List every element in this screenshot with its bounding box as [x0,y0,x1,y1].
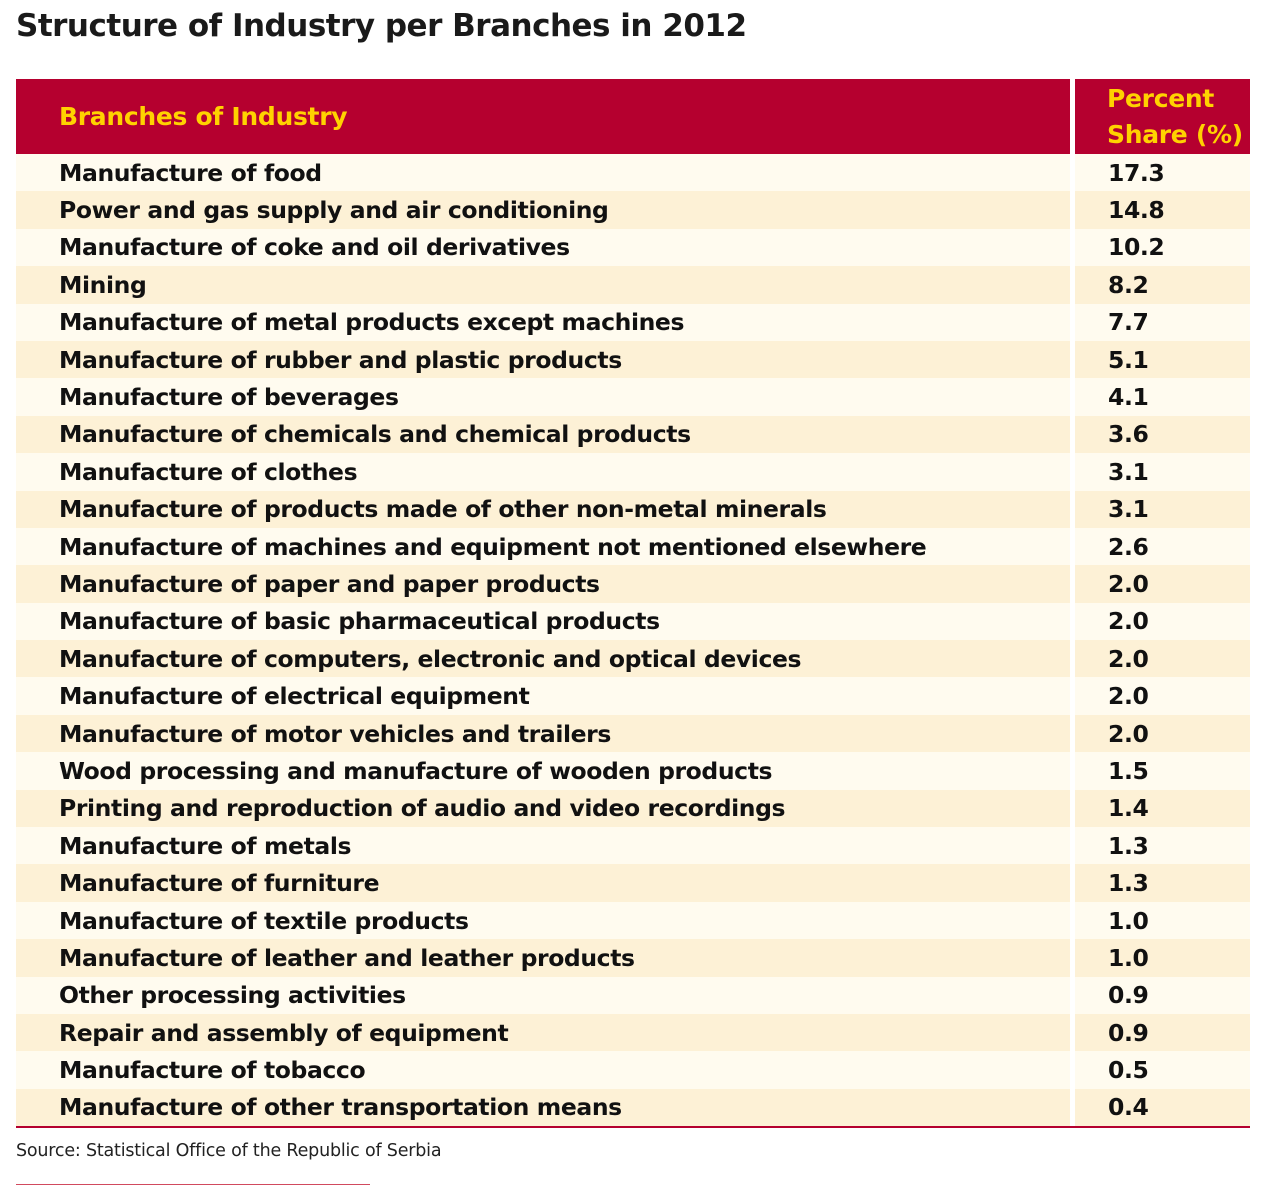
table-row: Manufacture of metals 1.3 [16,827,1250,865]
footnote-divider [16,1184,370,1185]
share-cell: 17.3 [1075,154,1250,192]
branch-cell: Other processing activities [16,976,1070,1014]
branch-cell: Manufacture of coke and oil derivatives [16,228,1070,267]
table-row: Manufacture of metal products except mac… [16,303,1250,341]
table-row: Manufacture of food 17.3 [16,154,1250,192]
table-row: Manufacture of basic pharmaceutical prod… [16,602,1250,641]
share-cell: 4.1 [1075,378,1250,416]
table-row: Power and gas supply and air conditionin… [16,191,1250,229]
table-row: Manufacture of other transportation mean… [16,1088,1250,1127]
branch-cell: Manufacture of food [16,154,1070,192]
share-cell: 1.5 [1075,752,1250,790]
share-cell: 8.2 [1075,266,1250,304]
branch-cell: Manufacture of computers, electronic and… [16,640,1070,678]
branch-cell: Manufacture of machines and equipment no… [16,527,1070,566]
branch-cell: Manufacture of leather and leather produ… [16,939,1070,977]
header-share-line2: Share (%) [1107,120,1243,149]
share-cell: 3.1 [1075,453,1250,491]
branch-cell: Manufacture of electrical equipment [16,677,1070,715]
branch-cell: Manufacture of beverages [16,378,1070,416]
branch-cell: Manufacture of products made of other no… [16,490,1070,528]
table-row: Repair and assembly of equipment 0.9 [16,1013,1250,1052]
branch-cell: Manufacture of tobacco [16,1051,1070,1089]
header-share-line1: Percent [1107,84,1215,113]
table-row: Manufacture of textile products 1.0 [16,901,1250,940]
branch-cell: Manufacture of metals [16,827,1070,865]
table-row: Manufacture of furniture 1.3 [16,864,1250,902]
share-cell: 1.0 [1075,901,1250,940]
table-header: Branches of Industry Percent Share (%) [16,79,1250,154]
header-branches: Branches of Industry [16,79,1070,154]
table-bottom-rule [16,1126,1250,1129]
branch-cell: Repair and assembly of equipment [16,1013,1070,1052]
branch-cell: Manufacture of metal products except mac… [16,303,1070,341]
share-cell: 5.1 [1075,340,1250,379]
branch-cell: Manufacture of paper and paper products [16,565,1070,603]
share-cell: 0.5 [1075,1051,1250,1089]
industry-table: Branches of Industry Percent Share (%) M… [16,79,1250,1129]
table-row: Manufacture of motor vehicles and traile… [16,714,1250,753]
table-row: Mining 8.2 [16,266,1250,304]
share-cell: 2.0 [1075,602,1250,641]
table-row: Manufacture of clothes 3.1 [16,453,1250,491]
table-row: Manufacture of beverages 4.1 [16,378,1250,416]
table-row: Manufacture of paper and paper products 2… [16,565,1250,603]
share-cell: 3.1 [1075,490,1250,528]
source-note: Source: Statistical Office of the Republ… [16,1141,442,1161]
branch-cell: Manufacture of rubber and plastic produc… [16,340,1070,379]
share-cell: 2.0 [1075,640,1250,678]
share-cell: 1.4 [1075,789,1250,828]
table-row: Manufacture of leather and leather produ… [16,939,1250,977]
share-cell: 1.3 [1075,864,1250,902]
share-cell: 3.6 [1075,415,1250,454]
table-row: Manufacture of electrical equipment 2.0 [16,677,1250,715]
table-row: Printing and reproduction of audio and v… [16,789,1250,828]
branch-cell: Manufacture of textile products [16,901,1070,940]
table-row: Manufacture of computers, electronic and… [16,640,1250,678]
branch-cell: Manufacture of other transportation mean… [16,1088,1070,1127]
share-cell: 0.4 [1075,1088,1250,1127]
table-row: Manufacture of coke and oil derivatives 1… [16,228,1250,267]
share-cell: 0.9 [1075,976,1250,1014]
share-cell: 0.9 [1075,1013,1250,1052]
branch-cell: Power and gas supply and air conditionin… [16,191,1070,229]
share-cell: 1.0 [1075,939,1250,977]
branch-cell: Manufacture of furniture [16,864,1070,902]
table-row: Manufacture of chemicals and chemical pr… [16,415,1250,454]
table-row: Other processing activities 0.9 [16,976,1250,1014]
share-cell: 2.0 [1075,714,1250,753]
table-row: Wood processing and manufacture of woode… [16,752,1250,790]
table-row: Manufacture of products made of other no… [16,490,1250,528]
branch-cell: Wood processing and manufacture of woode… [16,752,1070,790]
share-cell: 2.0 [1075,565,1250,603]
branch-cell: Manufacture of chemicals and chemical pr… [16,415,1070,454]
table-row: Manufacture of tobacco 0.5 [16,1051,1250,1089]
header-percent-share: Percent Share (%) [1075,79,1250,154]
page-title: Structure of Industry per Branches in 20… [16,8,747,44]
table-row: Manufacture of rubber and plastic produc… [16,340,1250,379]
branch-cell: Printing and reproduction of audio and v… [16,789,1070,828]
branch-cell: Mining [16,266,1070,304]
branch-cell: Manufacture of basic pharmaceutical prod… [16,602,1070,641]
table-row: Manufacture of machines and equipment no… [16,527,1250,566]
share-cell: 1.3 [1075,827,1250,865]
branch-cell: Manufacture of clothes [16,453,1070,491]
share-cell: 2.6 [1075,527,1250,566]
share-cell: 14.8 [1075,191,1250,229]
share-cell: 10.2 [1075,228,1250,267]
share-cell: 7.7 [1075,303,1250,341]
share-cell: 2.0 [1075,677,1250,715]
branch-cell: Manufacture of motor vehicles and traile… [16,714,1070,753]
table-body: Manufacture of food 17.3 Power and gas sup… [16,154,1250,1127]
